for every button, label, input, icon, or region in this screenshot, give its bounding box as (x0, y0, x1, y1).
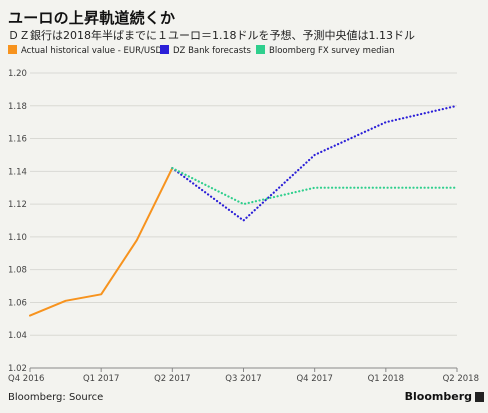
chart-subtitle: ＤＺ銀行は2018年半ばまでに１ユーロ＝1.18ドルを予想、予測中央値は1.13… (8, 29, 415, 42)
y-tick-label-2: 1.06 (8, 298, 27, 308)
legend-label-actual: Actual historical value - EUR/USD (21, 46, 163, 56)
x-tick-label-5: Q1 2018 (368, 374, 404, 384)
bloomberg-logo-mark-icon (475, 392, 484, 402)
legend-swatch-dz (160, 45, 169, 54)
y-tick-label-4: 1.10 (8, 233, 27, 243)
chart-title: ユーロの上昇軌道続くか (8, 9, 176, 27)
y-tick-label-3: 1.08 (8, 266, 27, 276)
y-tick-label-9: 1.20 (8, 69, 27, 79)
y-tick-label-5: 1.12 (8, 200, 27, 210)
x-tick-label-6: Q2 2018 (443, 374, 479, 384)
x-tick-label-2: Q2 2017 (154, 374, 190, 384)
legend-swatch-actual (8, 45, 17, 54)
y-tick-label-0: 1.02 (8, 364, 27, 374)
y-tick-label-7: 1.16 (8, 135, 27, 145)
y-tick-label-6: 1.14 (8, 167, 27, 177)
legend-item-dz: DZ Bank forecasts (160, 45, 251, 56)
series-line-1 (171, 104, 459, 222)
bloomberg-logo: Bloomberg (404, 390, 472, 403)
legend-label-survey: Bloomberg FX survey median (269, 46, 395, 56)
x-tick-label-4: Q4 2017 (296, 374, 332, 384)
series-line-2 (171, 167, 459, 206)
series-line-0 (29, 167, 174, 317)
x-tick-label-0: Q4 2016 (8, 374, 44, 384)
legend-swatch-survey (256, 45, 265, 54)
source-note: Bloomberg: Source (8, 392, 104, 403)
y-tick-label-1: 1.04 (8, 331, 27, 341)
legend-item-survey: Bloomberg FX survey median (256, 45, 395, 56)
x-tick-label-3: Q3 2017 (225, 374, 261, 384)
x-tick-label-1: Q1 2017 (83, 374, 119, 384)
legend-label-dz: DZ Bank forecasts (173, 46, 251, 56)
legend-item-actual: Actual historical value - EUR/USD (8, 45, 162, 56)
y-tick-label-8: 1.18 (8, 102, 27, 112)
